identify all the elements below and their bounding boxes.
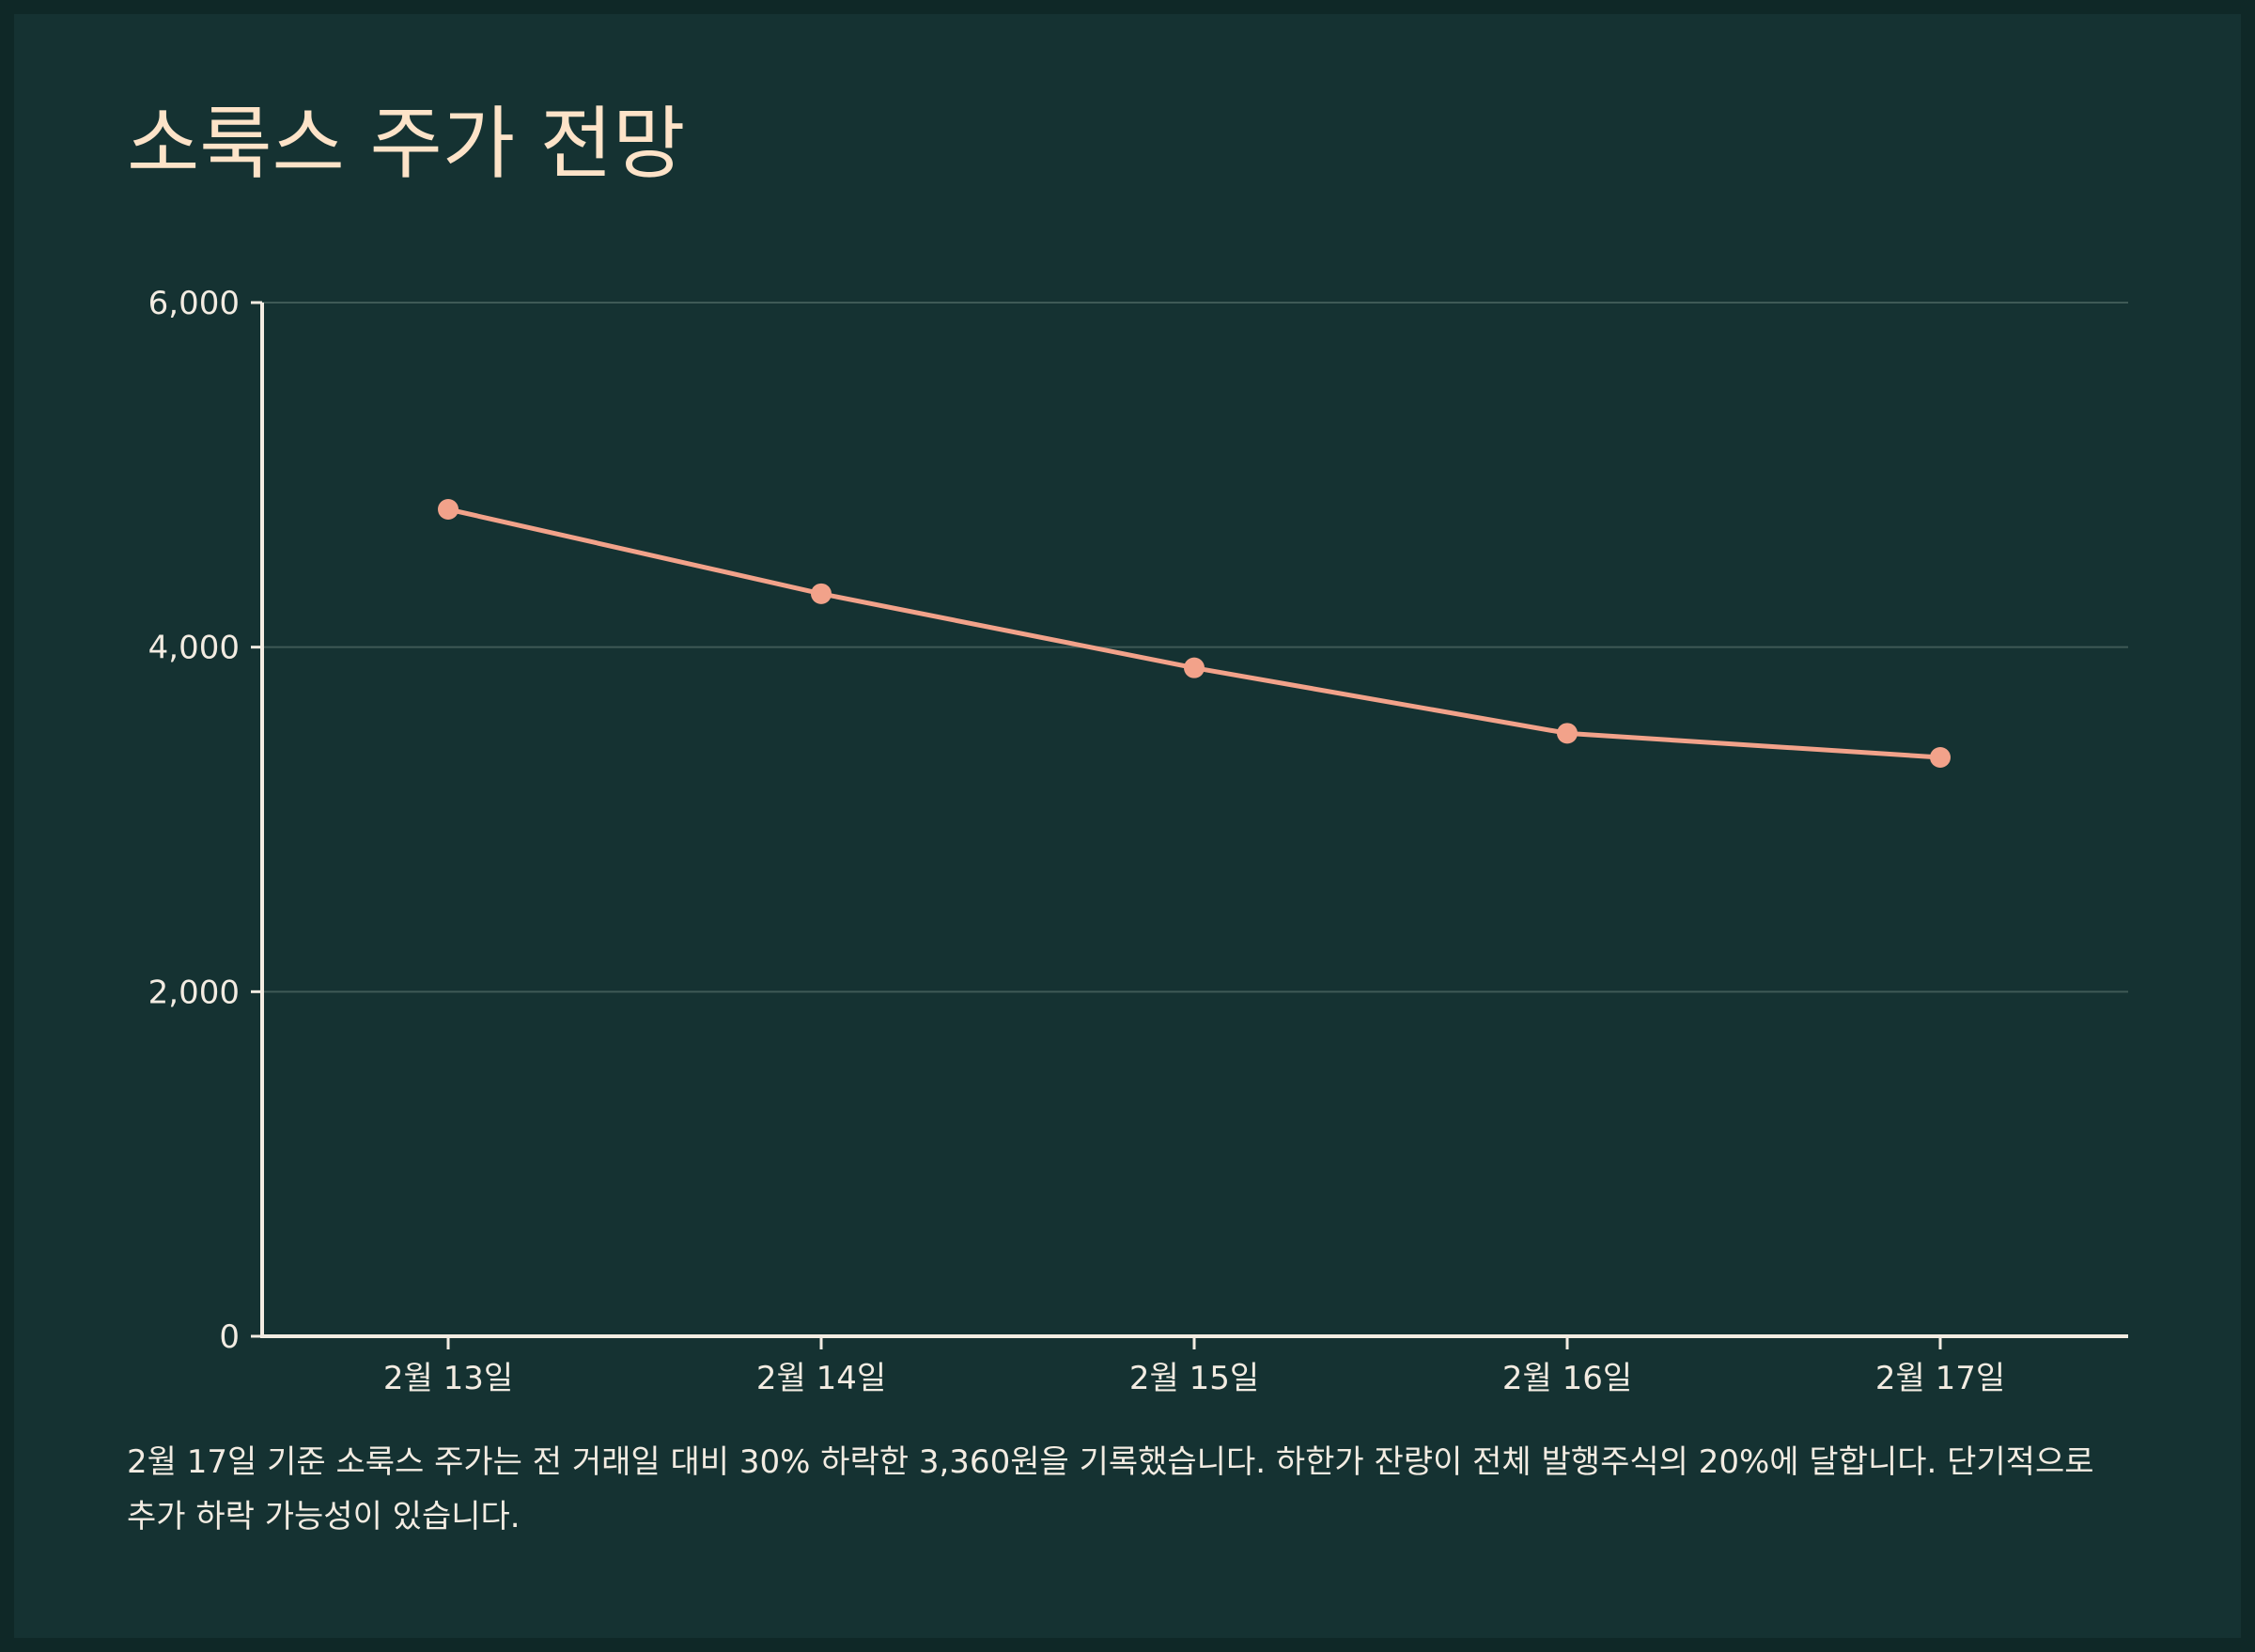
y-tick-label: 4,000 — [148, 630, 240, 667]
x-axis-ticks: 2월 13일 2월 14일 2월 15일 2월 16일 2월 17일 — [383, 1336, 2005, 1397]
y-tick-label: 0 — [219, 1318, 240, 1356]
axes — [260, 303, 2128, 1338]
y-tick-label: 6,000 — [148, 285, 240, 322]
x-tick-label: 2월 16일 — [1502, 1360, 1632, 1397]
x-tick-label: 2월 14일 — [756, 1360, 886, 1397]
x-tick-label: 2월 15일 — [1129, 1360, 1259, 1397]
y-axis-ticks: 0 2,000 4,000 6,000 — [148, 285, 262, 1356]
data-point — [1557, 723, 1578, 744]
data-point — [811, 583, 832, 604]
y-tick-label: 2,000 — [148, 974, 240, 1011]
series-line — [447, 507, 1941, 760]
data-point — [1930, 747, 1951, 768]
data-point — [438, 499, 459, 520]
series — [438, 499, 1951, 768]
page-title: 소룩스 주가 전망 — [127, 98, 686, 190]
x-tick-label: 2월 17일 — [1875, 1360, 2005, 1397]
x-tick-label: 2월 13일 — [383, 1360, 513, 1397]
gridlines — [262, 302, 2128, 993]
chart-caption: 2월 17일 기준 소룩스 주가는 전 거래일 대비 30% 하락한 3,360… — [127, 1443, 2094, 1535]
chart-card — [14, 14, 2241, 1638]
data-point — [1184, 657, 1205, 678]
